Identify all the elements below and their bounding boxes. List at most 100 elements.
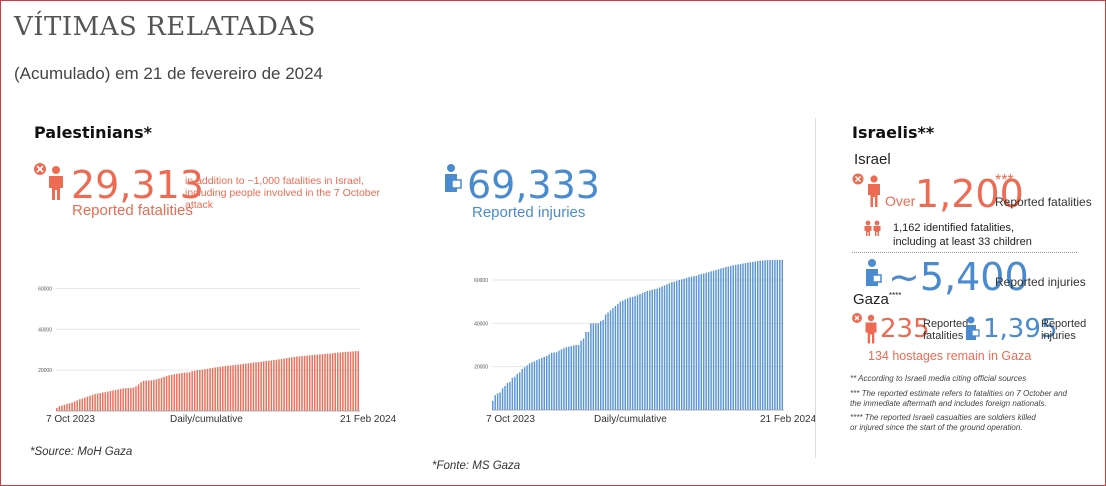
- bar: [239, 364, 242, 411]
- bar: [761, 260, 764, 410]
- bar: [250, 363, 252, 411]
- bar: [680, 279, 683, 410]
- footer-source: *Fonte: MS Gaza: [432, 460, 521, 472]
- injuries-chart: 20000 40000 60000: [474, 259, 784, 411]
- bar: [614, 306, 617, 410]
- bar: [222, 366, 224, 411]
- bar: [242, 363, 245, 411]
- bar: [771, 259, 774, 410]
- bar: [229, 365, 232, 411]
- bar: [314, 354, 316, 411]
- bar: [201, 369, 204, 411]
- bar: [521, 369, 523, 410]
- bar: [518, 372, 521, 410]
- bar: [122, 388, 124, 411]
- bar: [170, 374, 173, 411]
- y-tick-label: 60000: [474, 278, 488, 284]
- israel-fatality-icon: [852, 173, 880, 207]
- bar: [707, 272, 710, 410]
- bar: [604, 314, 607, 410]
- bar: [774, 259, 776, 410]
- bar: [668, 283, 671, 410]
- bar: [275, 359, 278, 411]
- bar: [216, 367, 219, 411]
- bar: [306, 355, 308, 411]
- bar: [683, 278, 685, 410]
- bar: [260, 361, 262, 411]
- bar: [506, 382, 509, 410]
- gaza-injured-icon: [966, 316, 980, 340]
- bar: [725, 267, 727, 410]
- bar: [209, 368, 211, 411]
- bar: [634, 296, 636, 410]
- bar: [354, 351, 357, 411]
- bar: [523, 367, 526, 410]
- israel-fatalities-sup: ***: [995, 172, 1014, 189]
- israelis-heading: Israelis**: [852, 123, 935, 142]
- bar: [140, 382, 142, 411]
- identified-line-2: including at least 33 children: [893, 236, 1032, 248]
- bar: [577, 345, 580, 410]
- bar: [91, 394, 94, 411]
- y-tick-label: 40000: [474, 321, 488, 327]
- bar: [119, 388, 122, 411]
- bar: [89, 395, 91, 411]
- bar: [285, 358, 288, 411]
- bar: [590, 323, 592, 410]
- palestinian-injuries-label: Reported injuries: [472, 204, 586, 221]
- bar: [732, 265, 734, 410]
- gaza-label-text: Gaza: [853, 291, 889, 308]
- bar: [653, 289, 656, 410]
- bar: [622, 300, 624, 410]
- israel-injuries-label: Reported injuries: [995, 275, 1086, 289]
- bar: [86, 396, 89, 411]
- chart1-xlabel: Daily/cumulative: [170, 414, 243, 425]
- bar: [592, 323, 595, 410]
- bar: [342, 352, 344, 411]
- bar: [651, 289, 653, 410]
- bar: [673, 281, 676, 410]
- hostages-text: 134 hostages remain in Gaza: [868, 349, 1032, 363]
- bar: [293, 357, 296, 411]
- bar: [700, 273, 703, 410]
- bar: [58, 406, 61, 411]
- bar: [511, 377, 514, 410]
- bar: [528, 363, 531, 410]
- identified-line-1: 1,162 identified fatalities,: [893, 222, 1015, 234]
- chart1-x-end: 21 Feb 2024: [340, 414, 397, 425]
- bar: [155, 379, 158, 411]
- section-divider: [815, 118, 816, 458]
- bar: [326, 353, 329, 411]
- palestinian-fatalities-note: in addition to ~1,000 fatalities in Isra…: [185, 175, 380, 211]
- bar: [550, 352, 553, 410]
- bar: [661, 286, 663, 410]
- bar: [730, 265, 732, 410]
- bar: [193, 370, 196, 411]
- bar: [268, 360, 270, 411]
- bar: [145, 380, 147, 411]
- gaza-injuries-value: 1,395: [983, 314, 1058, 344]
- palestinians-heading: Palestinians*: [34, 123, 153, 142]
- bar: [742, 263, 744, 410]
- gaza-label: Gaza****: [853, 291, 901, 308]
- bar: [703, 273, 705, 410]
- bar: [316, 354, 319, 411]
- bar: [538, 359, 541, 410]
- palestinian-fatalities-value: 29,313: [71, 163, 204, 207]
- israel-label: Israel: [854, 151, 891, 168]
- gaza-fatalities-value: 235: [880, 314, 930, 344]
- bar: [130, 387, 132, 411]
- bar: [693, 276, 695, 410]
- bar: [349, 351, 352, 411]
- bar: [501, 388, 504, 410]
- bar: [61, 405, 63, 411]
- bar: [548, 354, 550, 410]
- bar: [78, 399, 81, 411]
- bar: [656, 288, 658, 410]
- bar: [526, 365, 528, 410]
- bar: [183, 372, 186, 411]
- bar: [744, 263, 747, 410]
- bar: [595, 323, 597, 410]
- bar: [580, 340, 582, 410]
- bar: [247, 363, 250, 411]
